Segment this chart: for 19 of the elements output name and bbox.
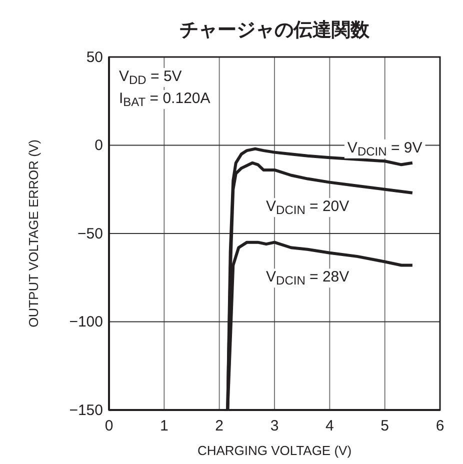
y-tick-label: −150: [69, 402, 103, 419]
annotation: I$_{BAT}$ = 0.120A: [119, 90, 210, 109]
y-tick-label: −50: [78, 225, 103, 242]
x-tick-label: 5: [380, 418, 390, 435]
y-axis-title: OUTPUT VOLTAGE ERROR (V): [26, 140, 41, 328]
x-tick-label: 2: [215, 418, 224, 435]
series-label: V$_{DCIN}$ = 9V: [347, 139, 422, 158]
x-tick-label: 6: [436, 418, 444, 435]
x-tick-label: 3: [270, 418, 279, 435]
y-tick-label: 50: [86, 48, 103, 66]
chart-title: チャージャの伝達関数: [180, 19, 370, 41]
y-tick-label: −100: [69, 314, 103, 331]
x-axis-title: CHARGING VOLTAGE (V): [197, 443, 352, 458]
y-tick-label: 0: [94, 137, 103, 154]
series-label: V$_{DCIN}$ = 20V: [266, 198, 350, 218]
x-tick-label: 4: [325, 418, 334, 435]
x-tick-label: 1: [160, 418, 168, 435]
series-label: V$_{DCIN}$ = 28V: [266, 268, 350, 288]
annotation: V$_{DD}$ = 5V: [119, 68, 182, 87]
